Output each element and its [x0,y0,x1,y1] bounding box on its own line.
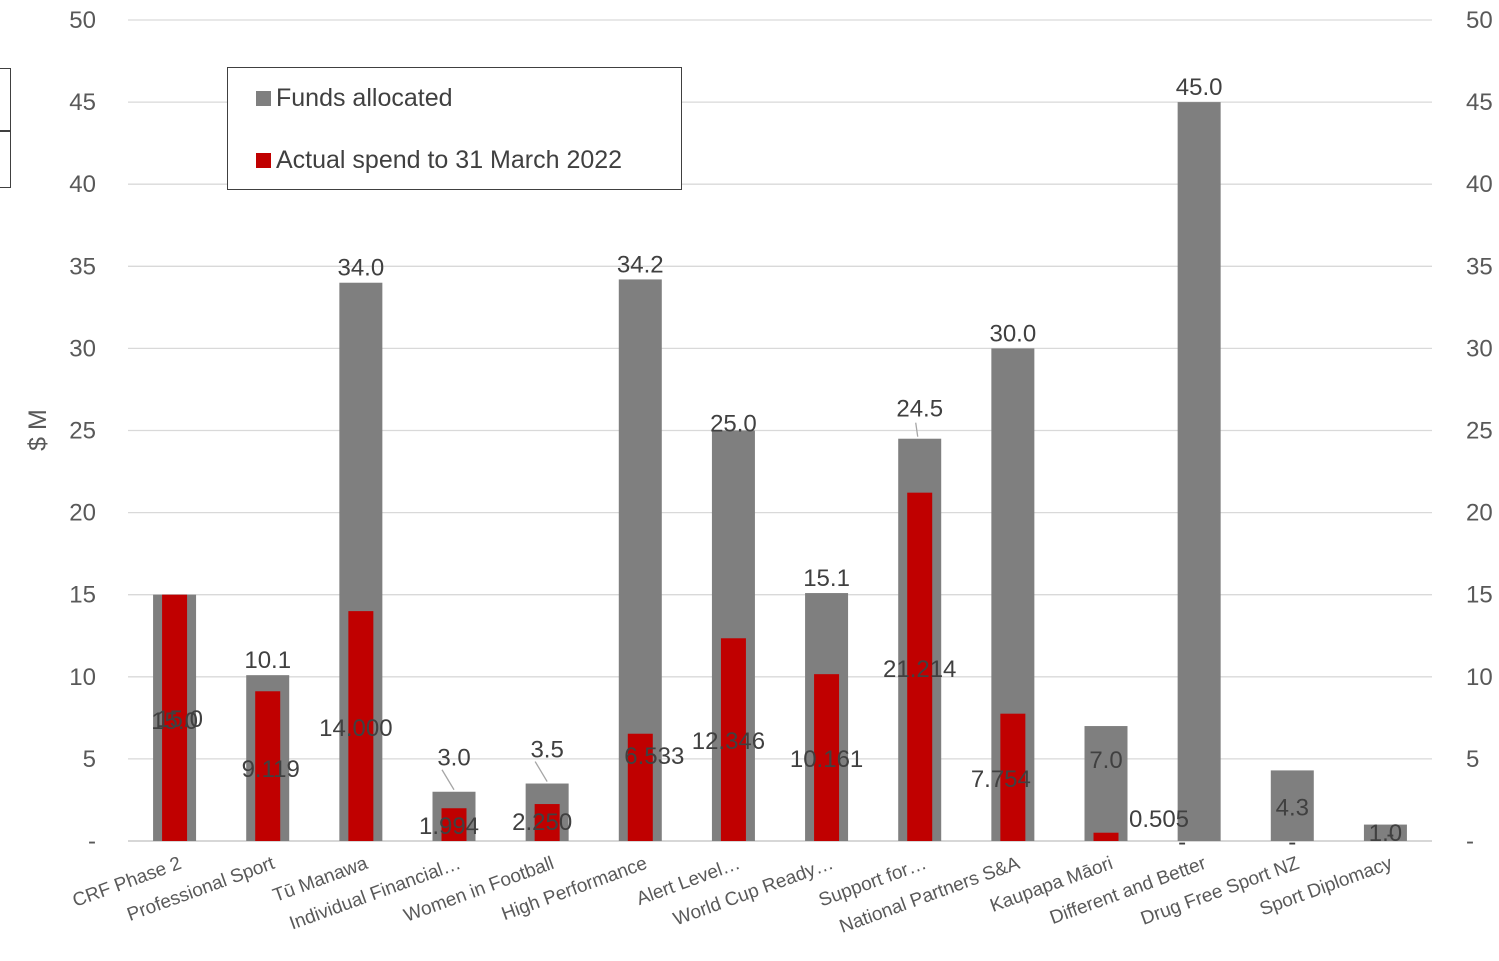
data-label-actual-spend: 7.754 [971,766,1031,793]
data-label-funds-allocated: 15.0 [151,708,198,735]
bar-actual-spend [441,808,467,841]
data-label-actual-spend: 21.214 [883,656,956,683]
y-tick-right: - [1466,828,1474,855]
data-label-funds-allocated: 4.3 [1276,794,1309,821]
y-tick-right: 30 [1466,335,1493,362]
x-tick-category: Drug Free Sport NZ [1138,853,1302,930]
data-labels: 15.015.0 10.1 9.119 34.0 14.000 3.0 1.994 3.5 2.… [151,74,1402,856]
data-label-actual-spend: 2.250 [512,809,572,836]
bar-actual-spend [814,674,840,841]
y-tick-right: 20 [1466,500,1493,527]
y-tick-left: 10 [69,664,96,691]
y-tick-right: 35 [1466,253,1493,280]
cropped-frame-fragment [0,68,11,188]
bar-actual-spend [255,691,281,841]
y-tick-right: 45 [1466,89,1493,116]
y-tick-left: - [88,828,96,855]
y-tick-left: 50 [69,7,96,34]
leader-line [534,761,548,782]
y-tick-left: 35 [69,253,96,280]
data-label-funds-allocated: 24.5 [896,396,943,423]
bar-funds-allocated [1363,824,1407,841]
data-label-funds-allocated: 1.0 [1369,820,1402,847]
data-label-actual-spend: 9.119 [242,756,300,783]
legend-swatch-funds-allocated [256,91,271,106]
leader-line [441,769,455,791]
data-label-funds-allocated: 30.0 [989,320,1036,347]
data-label-funds-allocated: 15.1 [803,565,850,592]
data-label-funds-allocated: 7.0 [1089,747,1122,774]
bar-actual-spend [348,611,374,841]
bar-funds-allocated [1084,726,1128,841]
leader-lines [441,422,919,791]
data-label-actual-spend: 6.533 [624,743,684,770]
cropped-frame-divider [0,130,11,132]
bar-actual-spend [1000,713,1026,841]
y-tick-right: 25 [1466,418,1493,445]
x-tick-category: Different and Better [1047,853,1209,929]
legend-item-funds-allocated: Funds allocated [256,84,453,113]
data-label-actual-spend: - [1178,829,1186,856]
legend-label-actual-spend: Actual spend to 31 March 2022 [276,146,623,174]
data-label-funds-allocated: 45.0 [1176,74,1223,101]
legend-swatch-actual-spend [256,153,271,168]
data-label-actual-spend: 1.994 [419,813,479,840]
data-label-actual-spend: 10.161 [790,746,863,773]
y-tick-right: 10 [1466,664,1493,691]
data-label-funds-allocated: 10.1 [244,647,291,674]
bar-funds-allocated [1270,770,1314,841]
y-tick-left: 20 [69,500,96,527]
data-label-funds-allocated: 34.0 [337,255,384,282]
data-label-actual-spend: 15.0 [156,706,203,733]
y-tick-right: 50 [1466,7,1493,34]
leader-line [915,422,919,437]
data-label-actual-spend: 14.000 [319,715,392,742]
bar-actual-spend [627,733,653,841]
data-label-actual-spend: - [1386,821,1394,848]
bar-actual-spend [720,638,746,841]
y-tick-left: 15 [69,582,96,609]
y-tick-left: 30 [69,335,96,362]
y-tick-left: 25 [69,418,96,445]
x-tick-category: World Cup Ready… [671,853,837,930]
bar-funds-allocated [1177,102,1221,842]
y-tick-left: 40 [69,171,96,198]
bars [153,102,1407,842]
y-axis-label: $ M [24,409,52,451]
legend-label-funds-allocated: Funds allocated [276,84,453,112]
data-label-actual-spend: - [1288,829,1296,856]
y-axis-left: - 5 10 15 20 25 30 35 40 45 50 [69,7,96,855]
y-tick-right: 5 [1466,746,1479,773]
data-label-funds-allocated: 3.0 [437,745,470,772]
data-label-funds-allocated: 25.0 [710,411,757,438]
y-tick-left: 45 [69,89,96,116]
y-tick-right: 40 [1466,171,1493,198]
y-tick-left: 5 [83,746,96,773]
data-label-actual-spend: 12.346 [692,728,765,755]
y-tick-right: 15 [1466,582,1493,609]
legend: Funds allocated Actual spend to 31 March… [227,67,682,190]
data-label-funds-allocated: 3.5 [530,737,563,764]
bar-actual-spend [1093,832,1119,841]
y-axis-right: - 5 10 15 20 25 30 35 40 45 50 [1466,7,1493,855]
bar-actual-spend [907,492,933,841]
data-label-actual-spend: 0.505 [1129,806,1189,833]
bar-actual-spend [162,594,188,841]
bar-actual-spend [534,804,560,841]
data-label-funds-allocated: 34.2 [617,251,664,278]
legend-item-actual-spend: Actual spend to 31 March 2022 [256,146,622,175]
